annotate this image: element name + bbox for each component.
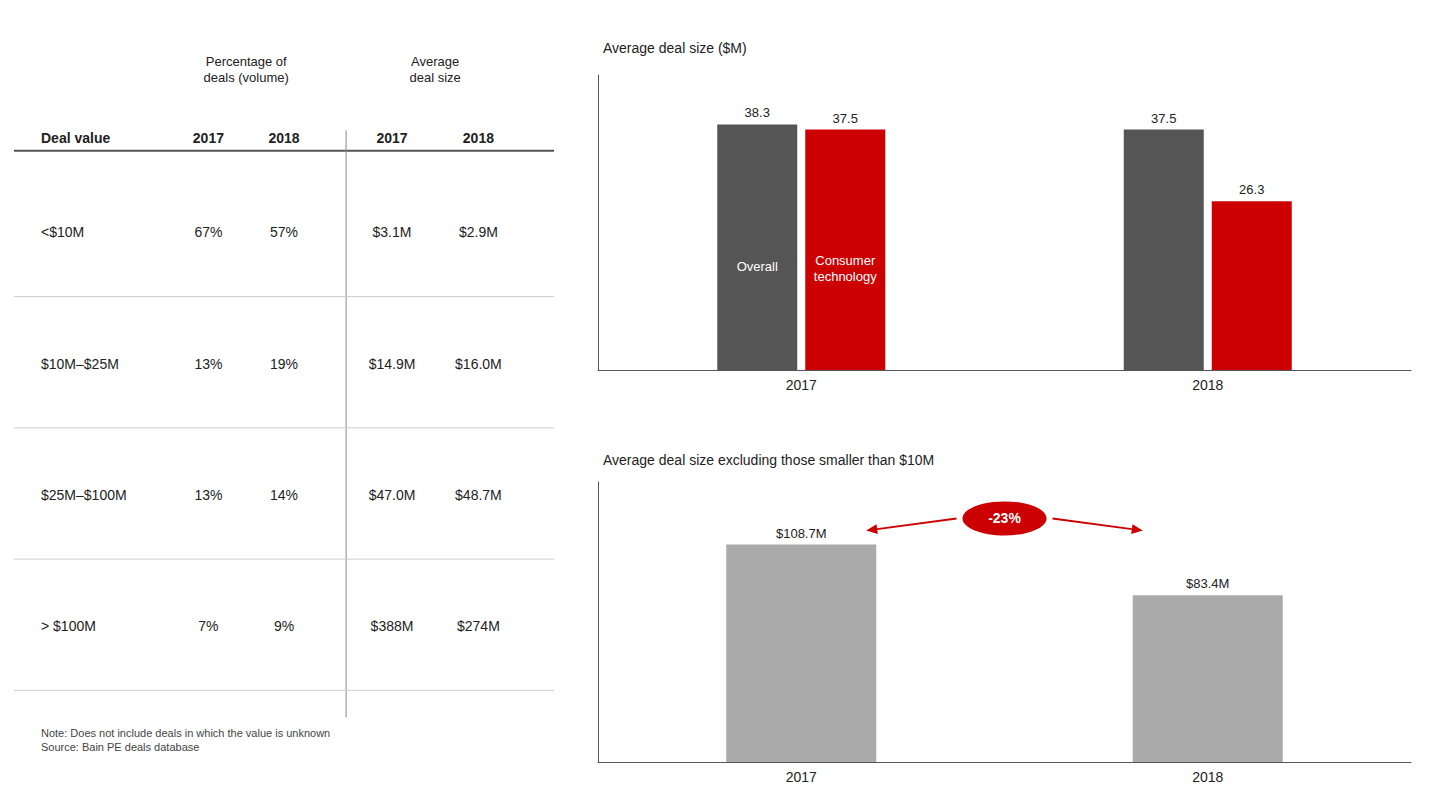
svg-text:deal size: deal size [410,70,461,85]
svg-text:2017: 2017 [786,769,817,785]
svg-text:<$10M: <$10M [41,224,84,240]
svg-text:67%: 67% [194,224,222,240]
svg-text:Average deal size excluding th: Average deal size excluding those smalle… [603,452,934,468]
svg-text:57%: 57% [270,224,298,240]
svg-text:37.5: 37.5 [1151,111,1176,126]
svg-text:2017: 2017 [376,130,407,146]
svg-text:9%: 9% [274,618,294,634]
svg-text:13%: 13% [194,487,222,503]
svg-text:Percentage of: Percentage of [206,54,287,69]
svg-text:2017: 2017 [786,377,817,393]
svg-text:14%: 14% [270,487,298,503]
svg-text:2018: 2018 [1192,377,1223,393]
svg-text:$14.9M: $14.9M [369,356,416,372]
svg-text:Average deal size ($M): Average deal size ($M) [603,40,747,56]
svg-text:2018: 2018 [1192,769,1223,785]
svg-text:$10M–$25M: $10M–$25M [41,356,119,372]
svg-text:$388M: $388M [371,618,414,634]
svg-text:26.3: 26.3 [1239,182,1264,197]
svg-text:> $100M: > $100M [41,618,96,634]
svg-text:$274M: $274M [457,618,500,634]
svg-text:$83.4M: $83.4M [1186,576,1229,591]
svg-text:Consumer: Consumer [815,253,876,268]
svg-text:Source: Bain PE deals database: Source: Bain PE deals database [41,741,199,753]
svg-text:2018: 2018 [268,130,299,146]
svg-text:$47.0M: $47.0M [369,487,416,503]
svg-text:2017: 2017 [193,130,224,146]
svg-text:7%: 7% [198,618,218,634]
svg-text:38.3: 38.3 [745,105,770,120]
svg-text:19%: 19% [270,356,298,372]
svg-text:$25M–$100M: $25M–$100M [41,487,127,503]
svg-text:Deal value: Deal value [41,130,110,146]
svg-text:37.5: 37.5 [833,111,858,126]
svg-text:2018: 2018 [463,130,494,146]
svg-text:technology: technology [814,269,877,284]
svg-text:deals (volume): deals (volume) [204,70,289,85]
svg-text:$2.9M: $2.9M [459,224,498,240]
svg-text:Overall: Overall [737,259,778,274]
svg-text:$108.7M: $108.7M [776,526,827,541]
svg-text:$16.0M: $16.0M [455,356,502,372]
svg-text:Average: Average [411,54,459,69]
svg-text:-23%: -23% [988,510,1021,526]
svg-text:Note: Does not include deals i: Note: Does not include deals in which th… [41,727,330,739]
svg-text:$48.7M: $48.7M [455,487,502,503]
svg-text:$3.1M: $3.1M [373,224,412,240]
svg-text:13%: 13% [194,356,222,372]
